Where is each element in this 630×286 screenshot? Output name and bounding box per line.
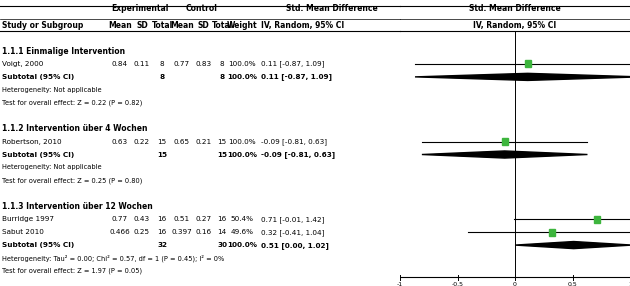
Text: 15: 15: [217, 139, 227, 144]
Text: Std. Mean Difference: Std. Mean Difference: [286, 5, 378, 13]
Bar: [502, 138, 508, 145]
Text: 0.65: 0.65: [174, 139, 190, 144]
Text: 100.0%: 100.0%: [228, 139, 256, 144]
Text: 30: 30: [217, 242, 227, 248]
Text: -0.09 [-0.81, 0.63]: -0.09 [-0.81, 0.63]: [261, 138, 327, 145]
Text: 32: 32: [157, 242, 167, 248]
Text: Subtotal (95% CI): Subtotal (95% CI): [2, 74, 74, 80]
Text: 0.43: 0.43: [134, 216, 150, 222]
Text: 8: 8: [219, 74, 224, 80]
Text: 16: 16: [158, 229, 167, 235]
Text: 0.466: 0.466: [110, 229, 130, 235]
Text: 8: 8: [159, 74, 164, 80]
Text: Test for overall effect: Z = 1.97 (P = 0.05): Test for overall effect: Z = 1.97 (P = 0…: [2, 268, 142, 274]
Text: 15: 15: [157, 152, 167, 158]
Text: 8: 8: [220, 61, 224, 67]
Text: Burridge 1997: Burridge 1997: [2, 216, 54, 222]
Text: Test for overall effect: Z = 0.22 (P = 0.82): Test for overall effect: Z = 0.22 (P = 0…: [2, 100, 142, 106]
Text: Control: Control: [186, 5, 218, 13]
Text: 14: 14: [217, 229, 227, 235]
Text: SD: SD: [136, 21, 148, 30]
Text: 0.397: 0.397: [171, 229, 192, 235]
Text: 8: 8: [160, 61, 164, 67]
Text: 15: 15: [217, 152, 227, 158]
Text: 0.77: 0.77: [112, 216, 128, 222]
Text: -0.5: -0.5: [452, 282, 464, 286]
Text: Study or Subgroup: Study or Subgroup: [2, 21, 83, 30]
Text: 100.0%: 100.0%: [228, 61, 256, 67]
Text: Mean: Mean: [170, 21, 194, 30]
Text: 0.63: 0.63: [112, 139, 128, 144]
Text: 100.0%: 100.0%: [227, 242, 257, 248]
Text: Sabut 2010: Sabut 2010: [2, 229, 44, 235]
Text: 0.32 [-0.41, 1.04]: 0.32 [-0.41, 1.04]: [261, 229, 324, 235]
Text: 100.0%: 100.0%: [227, 152, 257, 158]
Text: IV, Random, 95% CI: IV, Random, 95% CI: [473, 21, 557, 30]
Text: 0.16: 0.16: [195, 229, 211, 235]
Text: 0.27: 0.27: [195, 216, 211, 222]
Text: Experimental: Experimental: [112, 5, 169, 13]
Text: 0.22: 0.22: [134, 139, 150, 144]
Text: Subtotal (95% CI): Subtotal (95% CI): [2, 242, 74, 248]
Polygon shape: [415, 73, 630, 80]
Polygon shape: [515, 241, 630, 249]
Bar: [525, 60, 530, 67]
Text: 0.25: 0.25: [134, 229, 150, 235]
Text: Heterogeneity: Not applicable: Heterogeneity: Not applicable: [2, 164, 101, 170]
Text: 16: 16: [217, 216, 227, 222]
Text: Heterogeneity: Not applicable: Heterogeneity: Not applicable: [2, 87, 101, 93]
Text: 100.0%: 100.0%: [227, 74, 257, 80]
Text: 1.1.3 Intervention über 12 Wochen: 1.1.3 Intervention über 12 Wochen: [2, 202, 152, 211]
Text: 0.77: 0.77: [174, 61, 190, 67]
Text: 0: 0: [513, 282, 517, 286]
Text: 49.6%: 49.6%: [231, 229, 253, 235]
Text: 0.83: 0.83: [195, 61, 211, 67]
Text: Total: Total: [151, 21, 173, 30]
Text: 0.21: 0.21: [195, 139, 211, 144]
Text: 1.1.2 Intervention über 4 Wochen: 1.1.2 Intervention über 4 Wochen: [2, 124, 147, 133]
Text: 16: 16: [158, 216, 167, 222]
Text: Robertson, 2010: Robertson, 2010: [2, 139, 62, 144]
Text: Weight: Weight: [227, 21, 257, 30]
Text: 0.11 [-0.87, 1.09]: 0.11 [-0.87, 1.09]: [261, 61, 324, 67]
Text: Mean: Mean: [108, 21, 132, 30]
Text: Test for overall effect: Z = 0.25 (P = 0.80): Test for overall effect: Z = 0.25 (P = 0…: [2, 177, 142, 184]
Polygon shape: [422, 151, 587, 158]
Text: Subtotal (95% CI): Subtotal (95% CI): [2, 152, 74, 158]
Text: 1: 1: [628, 282, 630, 286]
Text: 0.11 [-0.87, 1.09]: 0.11 [-0.87, 1.09]: [261, 74, 332, 80]
Text: 1.1.1 Einmalige Intervention: 1.1.1 Einmalige Intervention: [2, 47, 125, 55]
Text: IV, Random, 95% CI: IV, Random, 95% CI: [261, 21, 344, 30]
Bar: [594, 216, 600, 223]
Text: 15: 15: [158, 139, 167, 144]
Text: Total: Total: [212, 21, 232, 30]
Text: 0.5: 0.5: [568, 282, 577, 286]
Text: 0.71 [-0.01, 1.42]: 0.71 [-0.01, 1.42]: [261, 216, 324, 223]
Text: -0.09 [-0.81, 0.63]: -0.09 [-0.81, 0.63]: [261, 151, 335, 158]
Text: 0.84: 0.84: [112, 61, 128, 67]
Bar: [549, 229, 554, 236]
Text: SD: SD: [197, 21, 209, 30]
Text: 0.11: 0.11: [134, 61, 150, 67]
Text: 0.51: 0.51: [174, 216, 190, 222]
Text: -1: -1: [397, 282, 403, 286]
Text: Voigt, 2000: Voigt, 2000: [2, 61, 43, 67]
Text: 0.51 [0.00, 1.02]: 0.51 [0.00, 1.02]: [261, 242, 329, 249]
Text: Std. Mean Difference: Std. Mean Difference: [469, 5, 561, 13]
Text: 50.4%: 50.4%: [231, 216, 253, 222]
Text: Heterogeneity: Tau² = 0.00; Chi² = 0.57, df = 1 (P = 0.45); I² = 0%: Heterogeneity: Tau² = 0.00; Chi² = 0.57,…: [2, 254, 224, 262]
